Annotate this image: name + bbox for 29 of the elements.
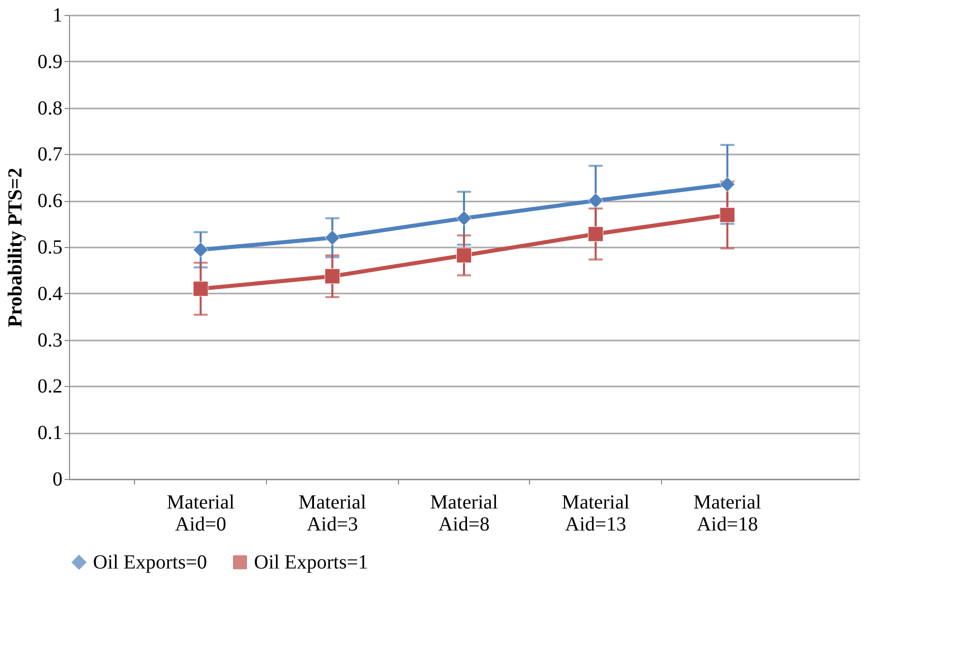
point xyxy=(324,230,340,246)
y-tick-label: 0.9 xyxy=(38,50,62,73)
x-tick-label: Material Aid=8 xyxy=(430,492,498,536)
point xyxy=(720,207,735,223)
y-tick-label: 0.3 xyxy=(38,329,62,352)
x-tick-label: Material Aid=3 xyxy=(298,492,367,536)
y-tick-label: 0.8 xyxy=(38,97,62,120)
legend-label: Oil Exports=0 xyxy=(93,551,208,574)
point xyxy=(193,281,208,296)
y-tick-label: 0.6 xyxy=(38,190,62,212)
x-tick-label: Material Aid=13 xyxy=(562,492,630,536)
point xyxy=(720,176,735,192)
y-tick-label: 0.2 xyxy=(38,376,62,398)
y-tick-label: 0 xyxy=(52,468,62,490)
point xyxy=(588,192,604,208)
point xyxy=(456,210,472,226)
y-tick-label: 0.5 xyxy=(38,236,62,258)
y-tick-label: 1 xyxy=(52,4,62,26)
point xyxy=(193,242,208,258)
x-tick-label: Material Aid=18 xyxy=(693,492,762,536)
y-axis-title: Probability PTS=2 xyxy=(4,168,26,328)
y-tick-label: 0.4 xyxy=(38,282,62,305)
point xyxy=(324,268,340,284)
point xyxy=(456,248,472,264)
point xyxy=(588,226,604,242)
x-tick-label: Material Aid=0 xyxy=(166,492,235,536)
y-tick-label: 0.1 xyxy=(38,422,62,444)
legend-label: Oil Exports=1 xyxy=(254,551,368,574)
y-tick-label: 0.7 xyxy=(38,144,62,166)
